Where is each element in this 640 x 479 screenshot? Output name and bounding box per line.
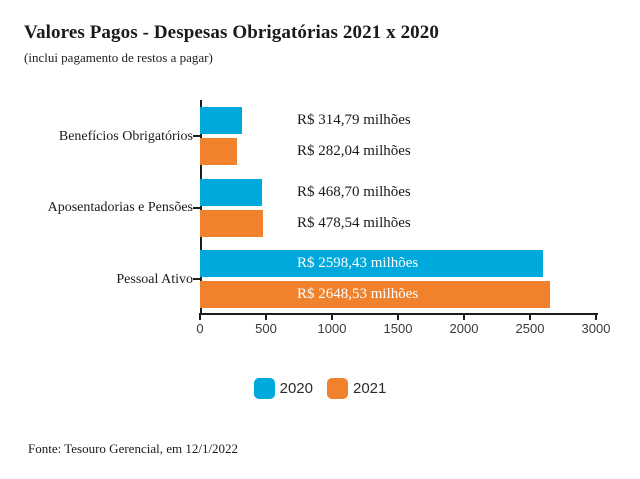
x-axis-tick xyxy=(199,313,201,320)
category-tick xyxy=(193,278,200,280)
x-axis-tick-label: 500 xyxy=(255,321,277,336)
bar-2020-pessoal-ativo xyxy=(200,250,543,277)
category-tick xyxy=(193,206,200,209)
legend-label-2021: 2021 xyxy=(353,380,387,397)
legend-item-2020: 2020 xyxy=(253,378,313,399)
category-label-beneficios-obrigatorios: Benefícios Obrigatórios xyxy=(58,128,193,144)
legend: 2020 2021 xyxy=(0,378,640,399)
bar-2020-beneficios-obrigatorios xyxy=(200,107,242,134)
value-label-2020-pessoal-ativo: R$ 2598,43 milhões xyxy=(297,255,419,271)
value-label-2021-aposentadorias-e-pensoes: R$ 478,54 milhões xyxy=(297,214,411,231)
x-axis-tick-label: 0 xyxy=(196,321,204,336)
y-axis-line xyxy=(200,100,202,313)
x-axis-tick-label: 2500 xyxy=(515,321,545,336)
x-axis-line xyxy=(200,313,598,315)
x-axis-tick-label: 1500 xyxy=(383,321,413,336)
category-label-pessoal-ativo: Pessoal Ativo xyxy=(116,271,193,287)
x-axis-tick xyxy=(463,313,465,320)
bar-2021-aposentadorias-e-pensoes xyxy=(200,209,264,237)
category-label-aposentadorias-e-pensoes: Aposentadorias e Pensões xyxy=(47,200,193,215)
value-label-2020-beneficios-obrigatorios: R$ 314,79 milhões xyxy=(297,112,411,128)
chart-title: Valores Pagos - Despesas Obrigatórias 20… xyxy=(24,22,439,43)
value-label-2020-aposentadorias-e-pensoes: R$ 468,70 milhões xyxy=(297,183,411,200)
x-axis-tick-label: 3000 xyxy=(581,321,611,336)
x-axis-tick xyxy=(331,313,333,320)
bar-2020-aposentadorias-e-pensoes xyxy=(200,178,262,206)
x-axis-tick xyxy=(595,313,597,320)
x-axis-tick-label: 1000 xyxy=(317,321,347,336)
x-axis-tick xyxy=(529,313,531,320)
bar-2021-beneficios-obrigatorios xyxy=(200,138,238,165)
legend-item-2021: 2021 xyxy=(327,378,386,399)
source-note: Fonte: Tesouro Gerencial, em 12/1/2022 xyxy=(28,441,239,456)
legend-label-2020: 2020 xyxy=(279,380,313,397)
value-label-2021-pessoal-ativo: R$ 2648,53 milhões xyxy=(297,286,419,302)
legend-swatch-2020 xyxy=(253,378,275,399)
value-label-2021-beneficios-obrigatorios: R$ 282,04 milhões xyxy=(297,143,411,159)
x-axis-tick xyxy=(265,313,267,320)
legend-swatch-2021 xyxy=(327,378,348,399)
bar-2021-pessoal-ativo xyxy=(200,281,550,308)
x-axis-tick-label: 2000 xyxy=(449,321,479,336)
x-axis-tick xyxy=(397,313,399,320)
category-tick xyxy=(193,135,200,137)
chart-subtitle: (inclui pagamento de restos a pagar) xyxy=(24,50,213,65)
